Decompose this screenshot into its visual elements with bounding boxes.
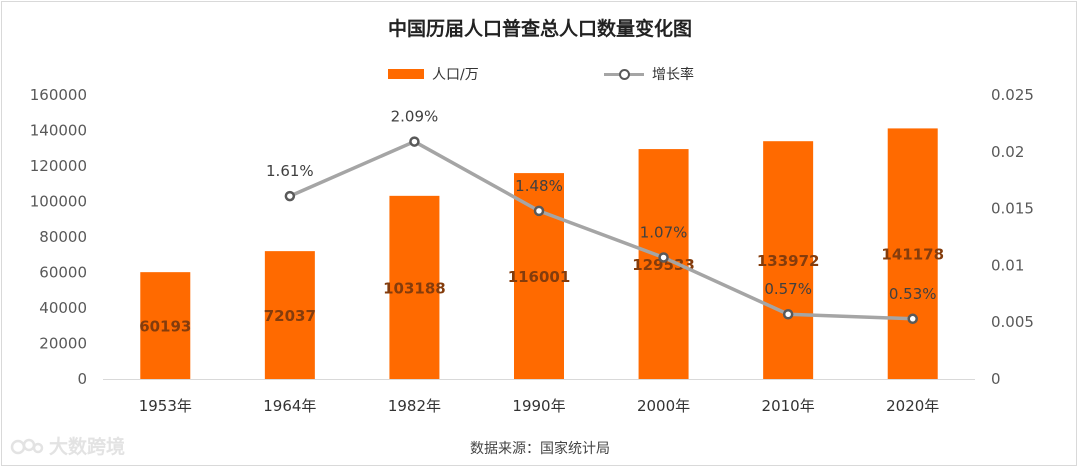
growth-rate-point (782, 308, 794, 320)
growth-rate-point (284, 190, 296, 202)
source-note: 数据来源：国家统计局 (470, 441, 610, 457)
bar-value-label: 72037 (264, 307, 316, 325)
legend-bar-label: 人口/万 (432, 67, 479, 83)
growth-rate-label: 1.61% (266, 162, 314, 180)
y-left-tick-label: 80000 (39, 228, 87, 246)
x-tick-label: 1990年 (512, 397, 565, 415)
x-tick-label: 1982年 (388, 397, 441, 415)
y-right-tick-label: 0.015 (991, 200, 1034, 218)
growth-rate-label: 0.57% (764, 280, 812, 298)
y-right-tick-label: 0.005 (991, 313, 1034, 331)
bar (264, 251, 315, 379)
growth-rate-point (658, 252, 669, 263)
x-tick-label: 2010年 (762, 397, 815, 415)
bar-value-label: 133972 (757, 252, 820, 270)
bar-value-label: 60193 (139, 318, 191, 336)
legend-bar-swatch (388, 69, 424, 79)
y-left-tick-label: 40000 (39, 299, 87, 317)
y-right-tick-label: 0.025 (991, 86, 1034, 104)
watermark-text: 大数跨境 (49, 436, 126, 458)
x-tick-label: 2000年 (637, 397, 690, 415)
y-right-tick-label: 0 (991, 370, 1001, 388)
bar (763, 141, 814, 379)
growth-rate-point (907, 313, 918, 325)
watermark: 大数跨境 (10, 432, 125, 459)
bar-value-label: 103188 (383, 279, 446, 297)
bar (140, 272, 191, 379)
y-left-tick-label: 160000 (30, 86, 87, 104)
y-left-tick-label: 100000 (30, 193, 87, 211)
legend-line-swatch (604, 68, 644, 80)
growth-rate-label: 1.48% (515, 177, 563, 195)
y-right-tick-label: 0.02 (991, 143, 1024, 161)
growth-rate-label: 1.07% (640, 223, 688, 241)
growth-rate-point (533, 205, 545, 217)
y-left-tick-label: 120000 (30, 157, 87, 175)
bar-value-label: 141178 (881, 246, 944, 264)
legend-line: 增长率 (604, 64, 694, 84)
bar (389, 195, 440, 379)
growth-rate-label: 2.09% (391, 108, 439, 126)
y-right-tick-label: 0.01 (991, 256, 1024, 274)
x-tick-label: 2020年 (886, 397, 939, 415)
bar-value-label: 129533 (632, 256, 695, 274)
growth-rate-label: 0.53% (889, 285, 937, 303)
x-tick-label: 1953年 (139, 397, 192, 415)
growth-rate-point (409, 136, 420, 147)
y-left-tick-label: 20000 (39, 335, 87, 353)
bar-value-label: 116001 (508, 268, 571, 286)
legend-bar: 人口/万 (388, 64, 479, 84)
y-left-tick-label: 140000 (30, 122, 87, 140)
growth-rate-line (289, 139, 913, 321)
x-tick-label: 1964年 (263, 397, 316, 415)
y-left-tick-label: 0 (77, 370, 87, 388)
chart-title: 中国历届人口普查总人口数量变化图 (387, 18, 692, 40)
legend-line-label: 增长率 (652, 67, 694, 83)
y-left-tick-label: 60000 (39, 264, 87, 282)
watermark-logo-icon (10, 438, 44, 454)
bar (887, 128, 938, 379)
